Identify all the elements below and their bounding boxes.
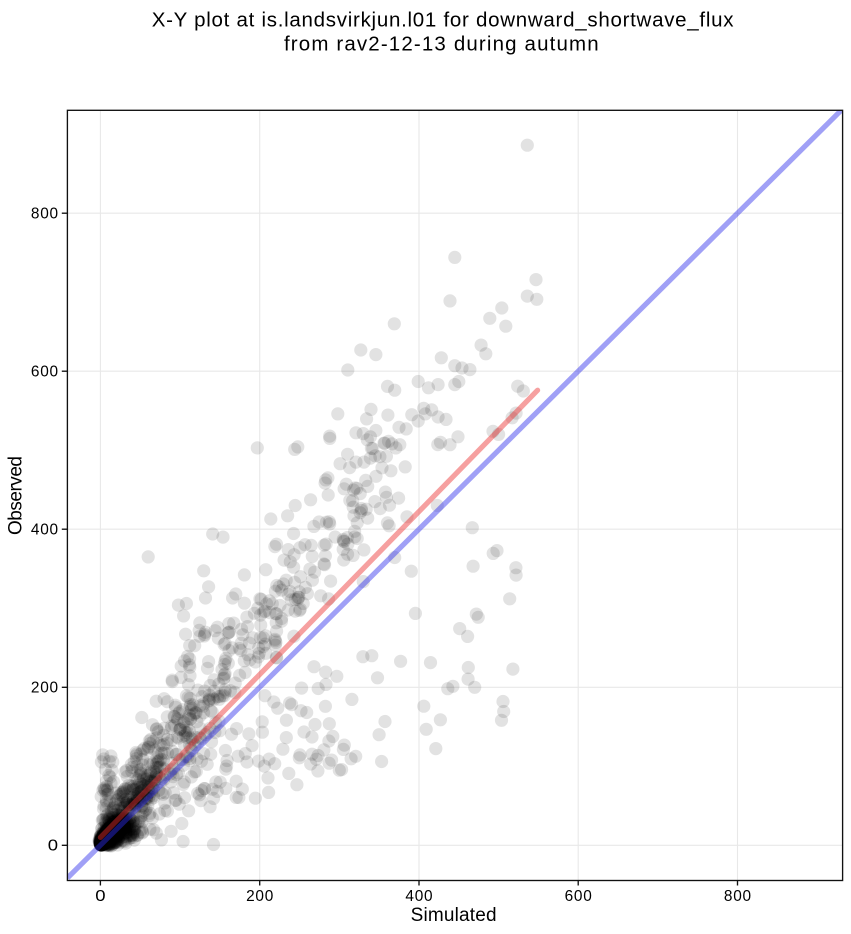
svg-text:800: 800 xyxy=(31,206,58,223)
svg-text:600: 600 xyxy=(31,364,58,381)
svg-text:200: 200 xyxy=(246,888,273,905)
svg-text:0: 0 xyxy=(95,888,105,905)
svg-text:X-Y plot at is.landsvirkjun.l0: X-Y plot at is.landsvirkjun.l01 for down… xyxy=(152,9,735,32)
svg-text:from rav2-12-13 during autumn: from rav2-12-13 during autumn xyxy=(284,33,599,56)
svg-text:Observed: Observed xyxy=(6,456,27,535)
svg-text:Simulated: Simulated xyxy=(411,905,497,926)
svg-text:600: 600 xyxy=(565,888,592,905)
svg-text:200: 200 xyxy=(31,680,58,697)
svg-text:400: 400 xyxy=(31,522,58,539)
svg-text:0: 0 xyxy=(48,838,58,855)
svg-text:400: 400 xyxy=(405,888,432,905)
svg-text:800: 800 xyxy=(724,888,751,905)
